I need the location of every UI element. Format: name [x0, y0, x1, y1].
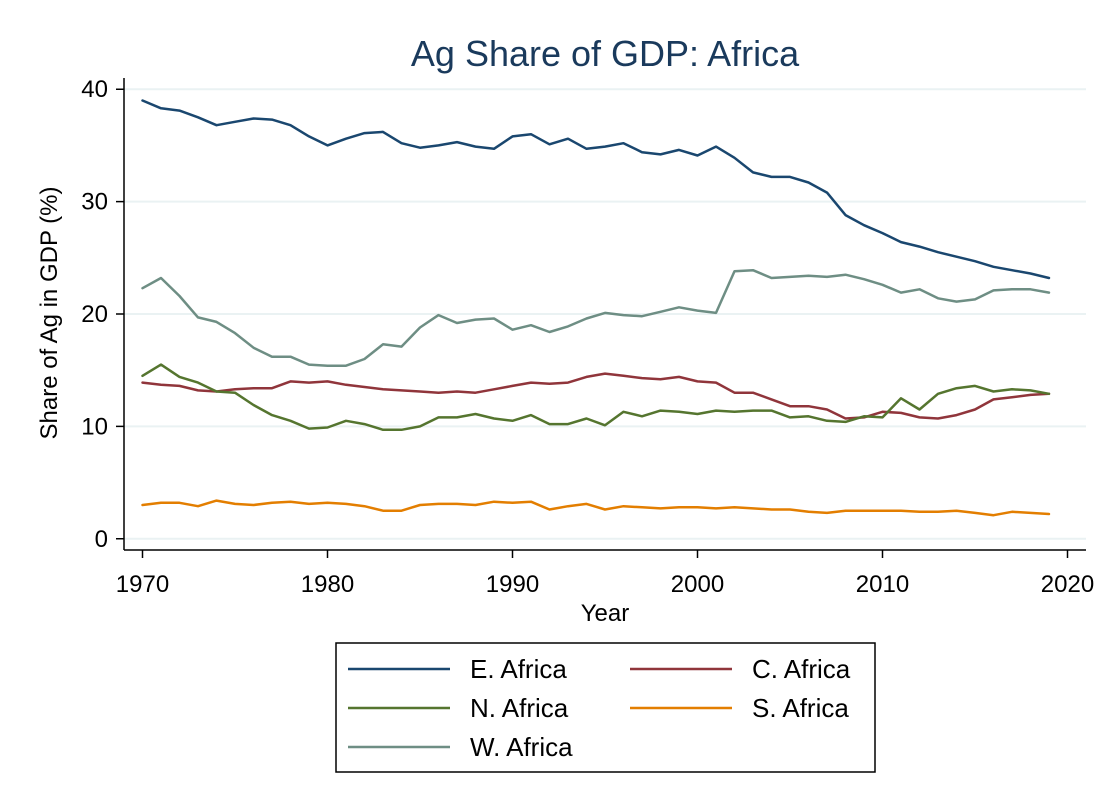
axes: 0 10 20 30 40 1970 1980 1990 2000 2010 2020	[81, 76, 1094, 598]
series-line-s-africa	[141, 499, 1051, 517]
y-tick-label-0: 0	[95, 526, 108, 553]
x-tick-label-2020: 2020	[1041, 571, 1094, 598]
x-tick-label-2010: 2010	[856, 571, 909, 598]
y-tick-label-10: 10	[81, 413, 108, 440]
x-tick-label-1980: 1980	[301, 571, 354, 598]
series-line-n-africa	[141, 363, 1051, 432]
legend-label-n-africa: N. Africa	[470, 693, 569, 723]
x-tick-label-2000: 2000	[671, 571, 724, 598]
legend-label-w-africa: W. Africa	[470, 732, 573, 762]
y-tick-label-20: 20	[81, 301, 108, 328]
y-tick-label-40: 40	[81, 76, 108, 103]
series-line-e-africa	[141, 99, 1051, 280]
chart-title: Ag Share of GDP: Africa	[411, 33, 800, 74]
legend: E. Africa C. Africa N. Africa S. Africa W. A…	[335, 642, 876, 773]
x-tick-label-1970: 1970	[116, 571, 169, 598]
y-tick-label-30: 30	[81, 189, 108, 216]
x-axis-label: Year	[581, 600, 630, 627]
y-axis-label: Share of Ag in GDP (%)	[36, 186, 63, 439]
legend-label-s-africa: S. Africa	[752, 693, 849, 723]
series-lines	[141, 99, 1051, 517]
legend-label-c-africa: C. Africa	[752, 654, 851, 684]
legend-label-e-africa: E. Africa	[470, 654, 567, 684]
series-line-c-africa	[141, 372, 1051, 420]
x-tick-label-1990: 1990	[486, 571, 539, 598]
series-line-w-africa	[141, 268, 1051, 367]
